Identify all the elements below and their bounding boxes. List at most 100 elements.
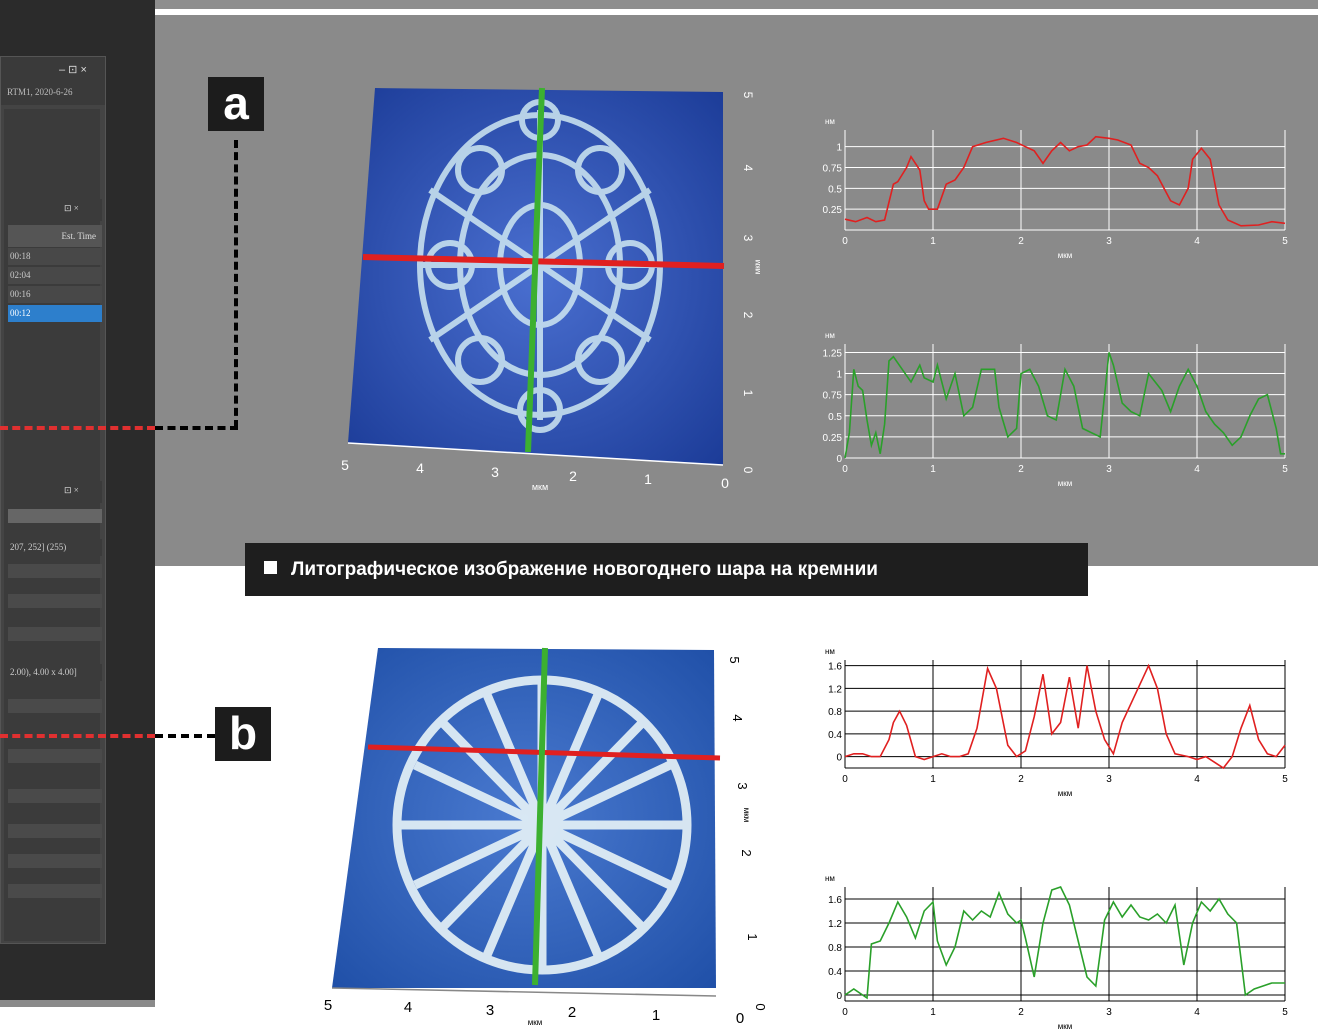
connector-a-black [155,426,238,430]
y-tick-label: 0.5 [828,184,842,195]
y-tick: 0 [753,1003,768,1010]
est-time-header[interactable]: Est. Time [8,225,102,247]
x-axis-label: мкм [1058,1022,1073,1030]
y-axis-label: нм [825,647,835,656]
x-axis-label: мкм [1058,251,1073,260]
y-tick-label: 0.4 [828,730,842,741]
y-unit-b: мкм [742,808,751,823]
x-tick: 2 [569,468,577,484]
y-tick: 3 [735,782,750,789]
connector-b-black [155,734,215,738]
y-tick: 5 [727,656,742,663]
list-bar [8,509,102,523]
y-tick-label: 1.2 [828,684,842,695]
list-bar [8,789,102,803]
time-row[interactable]: 02:04 [8,267,102,284]
y-tick: 1 [745,933,760,940]
x-tick: 1 [652,1007,660,1024]
y-tick: 4 [730,714,745,721]
x-tick: 3 [486,1002,494,1019]
y-tick-label: 0 [836,454,842,465]
x-tick-label: 3 [1106,464,1112,475]
connector-b-red [0,734,155,738]
x-axis-b [331,987,717,997]
list-bar [8,749,102,763]
x-axis-a [347,442,724,466]
x-tick: 2 [568,1004,576,1021]
y-tick-label: 0.75 [823,391,843,402]
y-tick-label: 0.8 [828,943,842,954]
y-tick-label: 0.75 [823,164,843,175]
list-bar [8,699,102,713]
x-tick-label: 2 [1018,774,1024,785]
time-row-selected[interactable]: 00:12 [8,305,102,322]
x-tick-label: 4 [1194,1007,1200,1018]
afm-image-b: 5 4 3 2 1 0 мкм 0 1 2 3 4 5 мкм [324,647,768,1025]
y-ticks-b: 0 1 2 3 4 5 мкм [727,656,768,1010]
y-tick: 3 [741,235,755,242]
label-b: b [215,707,271,761]
x-tick-label: 0 [842,1007,848,1018]
profile-chart-a-red: 0.25 0.5 0.75 1 0 1 2 3 4 5 нм мкм [823,117,1289,260]
y-tick: 2 [739,849,754,856]
x-tick-label: 1 [930,236,936,247]
profile-line [844,135,1286,227]
x-tick-label: 5 [1282,236,1288,247]
info-row: 207, 252] (255) [8,539,102,556]
scan-line-red [362,254,725,269]
left-bottom-strip [0,1000,155,1007]
x-axis-label: мкм [1058,789,1073,798]
y-tick-label: 1.25 [823,348,843,359]
list-bar [8,564,102,578]
software-screenshot-background: – ⊡ × RTM1, 2020-6-26 ⊡ × Est. Time 00:1… [0,0,155,1000]
x-tick: 0 [721,475,729,490]
y-tick-label: 0.5 [828,412,842,423]
x-ticks-a: 5 4 3 2 1 0 [341,457,729,490]
window-body: ⊡ × Est. Time 00:18 02:04 00:16 00:12 ⊡ … [4,109,102,941]
scan-line-green [525,87,545,453]
x-tick-label: 4 [1194,774,1200,785]
panel-header-2: ⊡ × [8,481,102,503]
connector-a-red [0,426,155,430]
time-row[interactable]: 00:16 [8,286,102,303]
top-line [155,9,1318,15]
y-axis-label: нм [825,117,835,126]
x-tick-label: 1 [930,774,936,785]
x-ticks-b: 5 4 3 2 1 0 [324,997,744,1025]
panel-header: ⊡ × [8,199,102,221]
y-tick: 4 [741,165,755,172]
info-row: 2.00), 4.00 x 4.00] [8,664,102,681]
y-tick: 0 [741,467,755,474]
panel-controls[interactable]: ⊡ × [64,203,79,213]
software-window: – ⊡ × RTM1, 2020-6-26 ⊡ × Est. Time 00:1… [0,56,106,944]
y-tick-label: 0.8 [828,707,842,718]
y-tick-label: 0.25 [823,205,843,216]
x-tick: 1 [644,471,652,487]
x-tick-label: 0 [842,236,848,247]
y-unit-a: мкм [753,260,762,275]
profile-line [844,663,1286,770]
list-bar [8,884,102,898]
caption-bullet [264,561,277,575]
connector-a-vertical [234,140,238,428]
x-tick: 4 [416,460,424,476]
x-axis-label: мкм [1058,479,1073,487]
time-row[interactable]: 00:18 [8,248,102,265]
y-tick-label: 1.6 [828,662,842,673]
profile-chart-b-red: 0 0.4 0.8 1.2 1.6 0 1 2 3 4 5 нм мкм [825,647,1288,798]
x-tick: 3 [491,464,499,480]
x-tick-label: 2 [1018,464,1024,475]
y-tick: 5 [741,92,755,99]
x-tick-label: 1 [930,1007,936,1018]
y-tick-label: 0.4 [828,967,842,978]
x-tick-label: 4 [1194,464,1200,475]
y-tick-label: 1.2 [828,919,842,930]
window-controls[interactable]: – ⊡ × [59,64,87,76]
y-tick: 2 [741,312,755,319]
y-tick-label: 1 [836,143,842,154]
top-band [155,0,1318,9]
panel-controls-2[interactable]: ⊡ × [64,485,79,495]
afm-image-a: 5 4 3 2 1 0 мкм 0 1 2 3 4 5 мкм [341,87,762,490]
caption-text: Литографическое изображение новогоднего … [291,559,878,580]
profile-line [844,352,1285,459]
